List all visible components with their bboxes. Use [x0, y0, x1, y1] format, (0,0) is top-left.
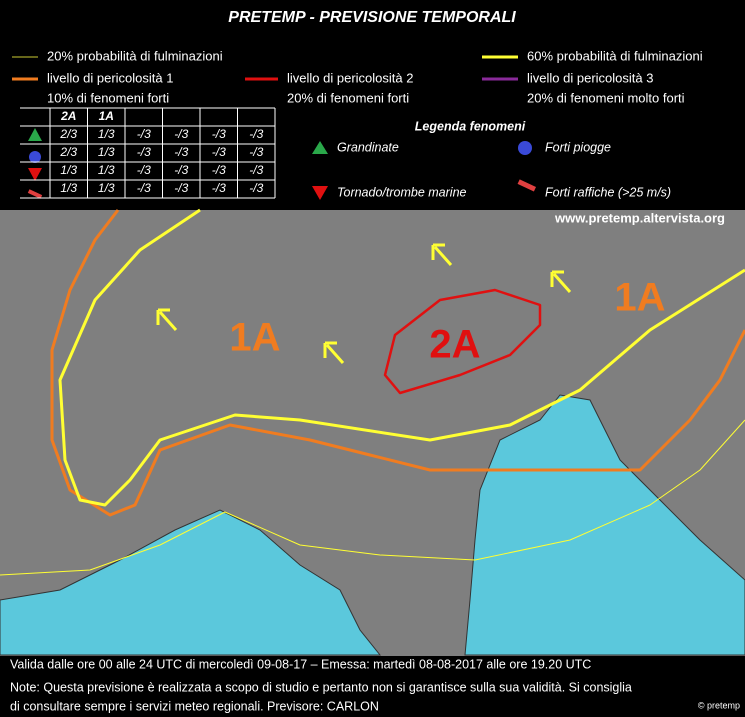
phenomena-label: Grandinate: [337, 140, 399, 154]
icon-wind: [27, 189, 43, 199]
table-cell: -/3: [137, 163, 151, 177]
table-cell: 1/3: [60, 181, 77, 195]
legend-label: 10% di fenomeni forti: [47, 90, 169, 105]
arrow: [323, 341, 345, 364]
table-cell: 1/3: [98, 163, 115, 177]
icon-wind: [517, 179, 537, 192]
legend-label: livello di pericolosità 1: [47, 70, 173, 85]
arrow: [550, 270, 572, 293]
table-cell: 2/3: [59, 127, 77, 141]
map-label: 1A: [229, 316, 280, 360]
table-cell: 1/3: [98, 127, 115, 141]
sea-west: [0, 509, 382, 656]
footer-line: Valida dalle ore 00 alle 24 UTC di merco…: [10, 657, 591, 671]
table-cell: -/3: [212, 181, 226, 195]
table-cell: -/3: [249, 127, 263, 141]
table-cell: -/3: [137, 145, 151, 159]
phenomena-title: Legenda fenomeni: [415, 119, 526, 133]
table: 2A 1A 2/3 1/3 -/3 -/3 -/3 -/3 2/3 1/3 -/3 -/3 -/3 -/3…: [20, 107, 276, 199]
copyright: © pretemp: [698, 700, 740, 710]
icon-hail: [312, 141, 328, 154]
legend-label: livello di pericolosità 3: [527, 70, 653, 85]
table-cell: -/3: [174, 181, 188, 195]
legend-label: livello di pericolosità 2: [287, 70, 413, 85]
contours: [0, 208, 745, 576]
phenomena-label: Forti piogge: [545, 140, 611, 154]
contour-60: [58, 208, 745, 507]
table-cell: -/3: [137, 127, 151, 141]
contour-level2: [383, 288, 542, 395]
icon-tornado: [28, 168, 42, 181]
map-label: 1A: [614, 276, 665, 320]
icon-hail: [28, 128, 42, 141]
table-cell: -/3: [212, 145, 226, 159]
table-cell: -/3: [137, 181, 151, 195]
icon-tornado: [312, 186, 328, 200]
table-cell: 1/3: [98, 145, 115, 159]
footer-line: di consultare sempre i servizi meteo reg…: [10, 699, 379, 713]
footer-line: Note: Questa previsione è realizzata a s…: [10, 680, 632, 694]
website: www.pretemp.altervista.org: [554, 210, 725, 225]
icon-rain: [518, 141, 532, 155]
table-cell: 2/3: [59, 145, 77, 159]
table-cell: -/3: [174, 145, 188, 159]
legend-label: 20% di fenomeni molto forti: [527, 90, 685, 105]
table-cell: -/3: [174, 127, 188, 141]
table-cell: -/3: [212, 163, 226, 177]
legend-label: 20% probabilità di fulminazioni: [47, 48, 223, 63]
table-cell: -/3: [249, 145, 263, 159]
table-cell: -/3: [249, 163, 263, 177]
legend-label: 60% probabilità di fulminazioni: [527, 48, 703, 63]
table-header: 1A: [99, 109, 114, 123]
contour-level1: [50, 209, 745, 517]
table-cell: 1/3: [98, 181, 115, 195]
title: PRETEMP - PREVISIONE TEMPORALI: [228, 9, 516, 26]
table-cell: -/3: [212, 127, 226, 141]
phenomena-label: Tornado/trombe marine: [337, 185, 467, 199]
legend-label: 20% di fenomeni forti: [287, 90, 409, 105]
phenomena-label: Forti raffiche (>25 m/s): [545, 185, 671, 199]
contour-20: [0, 419, 745, 576]
arrow: [156, 308, 178, 331]
icon-rain: [29, 151, 41, 163]
arrow: [431, 243, 453, 266]
table-header: 2A: [60, 109, 76, 123]
map-label: 2A: [429, 323, 480, 367]
table-cell: 1/3: [60, 163, 77, 177]
table-cell: -/3: [249, 181, 263, 195]
wind-arrows: [156, 243, 572, 364]
table-cell: -/3: [174, 163, 188, 177]
